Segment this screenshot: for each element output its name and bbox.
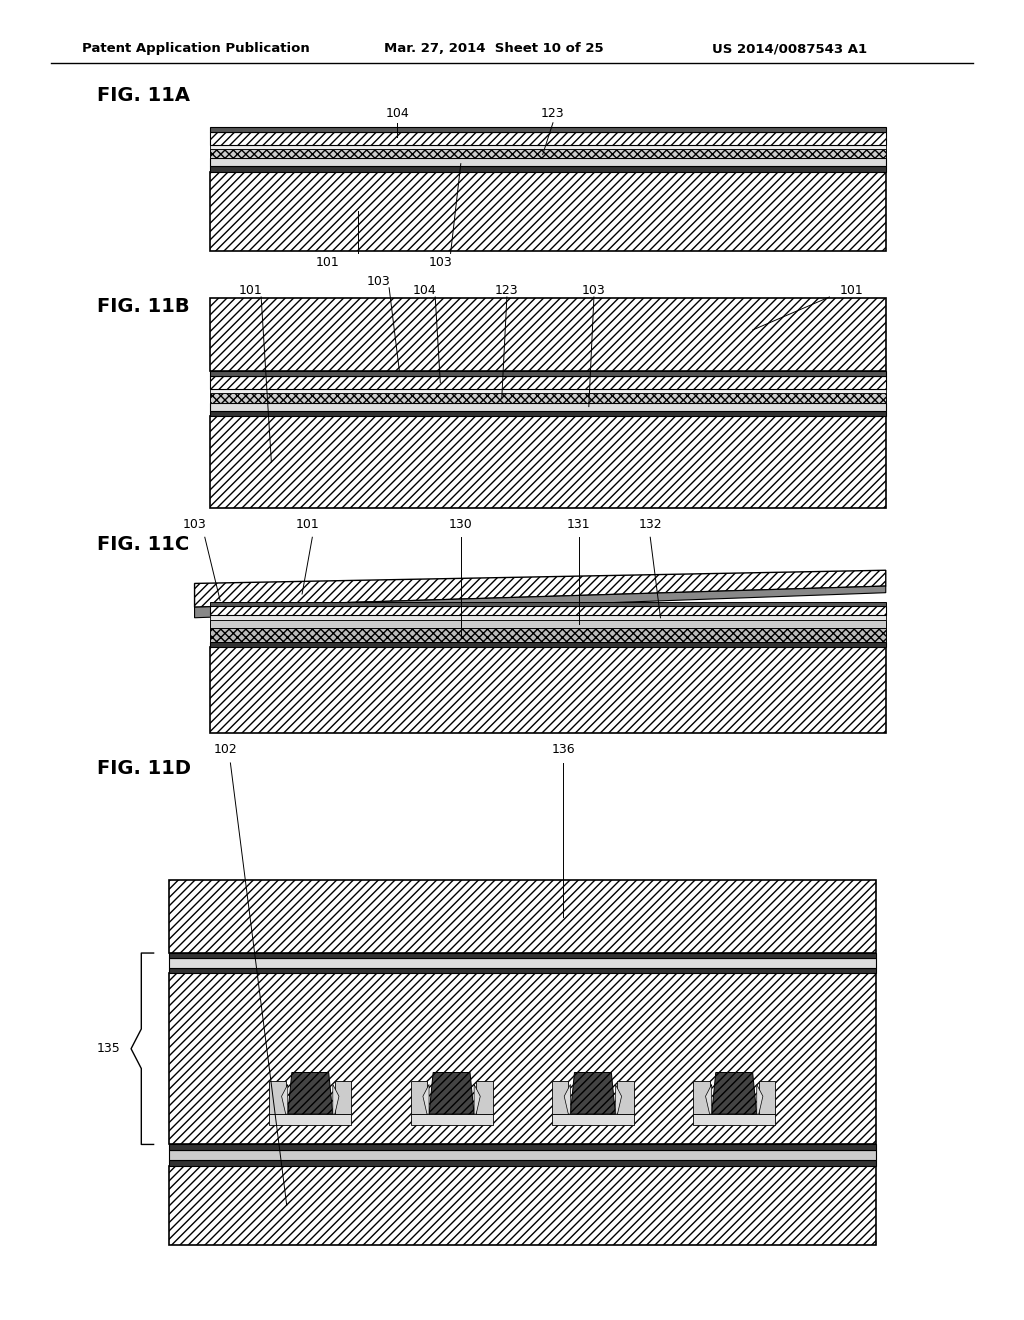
- Bar: [269, 1081, 286, 1114]
- Bar: [169, 953, 876, 958]
- Bar: [210, 606, 886, 615]
- Text: 102: 102: [213, 743, 238, 756]
- Text: 101: 101: [840, 284, 863, 297]
- Bar: [210, 602, 886, 606]
- Text: 101: 101: [239, 284, 263, 297]
- Polygon shape: [570, 1072, 615, 1114]
- Text: 104: 104: [413, 284, 437, 297]
- Text: FIG. 11A: FIG. 11A: [97, 86, 190, 104]
- Bar: [210, 172, 886, 251]
- Bar: [210, 403, 886, 411]
- Text: 132: 132: [638, 517, 663, 531]
- Polygon shape: [288, 1072, 333, 1114]
- Bar: [210, 615, 886, 620]
- Bar: [411, 1114, 493, 1125]
- Bar: [210, 298, 886, 371]
- Text: 103: 103: [182, 517, 207, 531]
- Text: 131: 131: [566, 517, 591, 531]
- Text: 135: 135: [97, 1043, 121, 1055]
- Bar: [210, 166, 886, 172]
- Polygon shape: [615, 1085, 622, 1114]
- Bar: [210, 393, 886, 403]
- Text: Patent Application Publication: Patent Application Publication: [82, 42, 309, 55]
- Bar: [411, 1081, 427, 1114]
- Bar: [169, 1150, 876, 1160]
- Bar: [476, 1081, 493, 1114]
- Text: 103: 103: [428, 256, 453, 269]
- Bar: [169, 1166, 876, 1245]
- Bar: [210, 376, 886, 389]
- Bar: [210, 642, 886, 647]
- Bar: [169, 958, 876, 968]
- Polygon shape: [474, 1085, 480, 1114]
- Bar: [269, 1114, 351, 1125]
- Text: 103: 103: [582, 284, 606, 297]
- Text: 136: 136: [551, 743, 575, 756]
- Bar: [169, 968, 876, 973]
- Text: Mar. 27, 2014  Sheet 10 of 25: Mar. 27, 2014 Sheet 10 of 25: [384, 42, 603, 55]
- Text: FIG. 11C: FIG. 11C: [97, 535, 189, 553]
- Bar: [210, 145, 886, 149]
- Bar: [759, 1081, 775, 1114]
- Polygon shape: [195, 570, 886, 607]
- Polygon shape: [195, 586, 886, 618]
- Text: 103: 103: [367, 275, 391, 288]
- Bar: [210, 371, 886, 376]
- Bar: [169, 880, 876, 953]
- Polygon shape: [429, 1072, 474, 1114]
- Polygon shape: [333, 1085, 339, 1114]
- Bar: [169, 1160, 876, 1166]
- Text: 130: 130: [449, 517, 473, 531]
- Text: 123: 123: [495, 284, 519, 297]
- Bar: [210, 158, 886, 166]
- Polygon shape: [757, 1085, 763, 1114]
- Bar: [210, 647, 886, 733]
- Bar: [210, 620, 886, 628]
- Bar: [693, 1114, 775, 1125]
- Text: 101: 101: [295, 517, 319, 531]
- Bar: [210, 628, 886, 642]
- Bar: [169, 1144, 876, 1150]
- Bar: [210, 132, 886, 145]
- Polygon shape: [564, 1085, 570, 1114]
- Polygon shape: [423, 1085, 429, 1114]
- Polygon shape: [282, 1085, 288, 1114]
- Bar: [552, 1081, 568, 1114]
- Polygon shape: [706, 1085, 712, 1114]
- Bar: [210, 416, 886, 508]
- Polygon shape: [712, 1072, 757, 1114]
- Text: 123: 123: [541, 107, 565, 120]
- Bar: [693, 1081, 710, 1114]
- Text: FIG. 11B: FIG. 11B: [97, 297, 189, 315]
- Bar: [169, 973, 876, 1144]
- Text: 104: 104: [385, 107, 410, 120]
- Bar: [210, 127, 886, 132]
- Text: US 2014/0087543 A1: US 2014/0087543 A1: [712, 42, 866, 55]
- Bar: [210, 149, 886, 158]
- Text: 101: 101: [315, 256, 340, 269]
- Bar: [335, 1081, 351, 1114]
- Bar: [210, 389, 886, 393]
- Bar: [552, 1114, 634, 1125]
- Bar: [210, 411, 886, 416]
- Text: FIG. 11D: FIG. 11D: [97, 759, 191, 777]
- Bar: [617, 1081, 634, 1114]
